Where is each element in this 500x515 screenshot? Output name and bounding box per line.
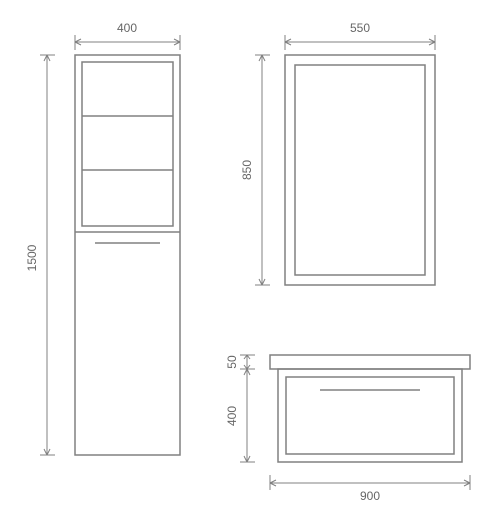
mirror: 550 850 xyxy=(240,21,435,285)
mirror-height-label: 850 xyxy=(240,160,254,180)
tall-cabinet-height-label: 1500 xyxy=(25,244,39,271)
vanity-top-label: 50 xyxy=(225,355,239,369)
vanity-body xyxy=(270,355,470,462)
tall-cabinet: 400 1500 xyxy=(25,21,180,455)
vanity-top-dim: 50 xyxy=(225,355,255,369)
tall-cabinet-height-dim: 1500 xyxy=(25,55,55,455)
technical-drawing: 400 1500 xyxy=(0,0,500,515)
mirror-width-label: 550 xyxy=(350,21,370,35)
vanity-width-label: 900 xyxy=(360,489,380,503)
mirror-width-dim: 550 xyxy=(285,21,435,50)
vanity: 50 400 900 xyxy=(225,355,470,503)
mirror-body xyxy=(285,55,435,285)
vanity-body-dim: 400 xyxy=(225,369,255,462)
vanity-width-dim: 900 xyxy=(270,475,470,503)
tall-cabinet-width-label: 400 xyxy=(117,21,137,35)
mirror-height-dim: 850 xyxy=(240,55,270,285)
tall-cabinet-width-dim: 400 xyxy=(75,21,180,50)
vanity-body-label: 400 xyxy=(225,406,239,426)
tall-cabinet-body xyxy=(75,55,180,455)
